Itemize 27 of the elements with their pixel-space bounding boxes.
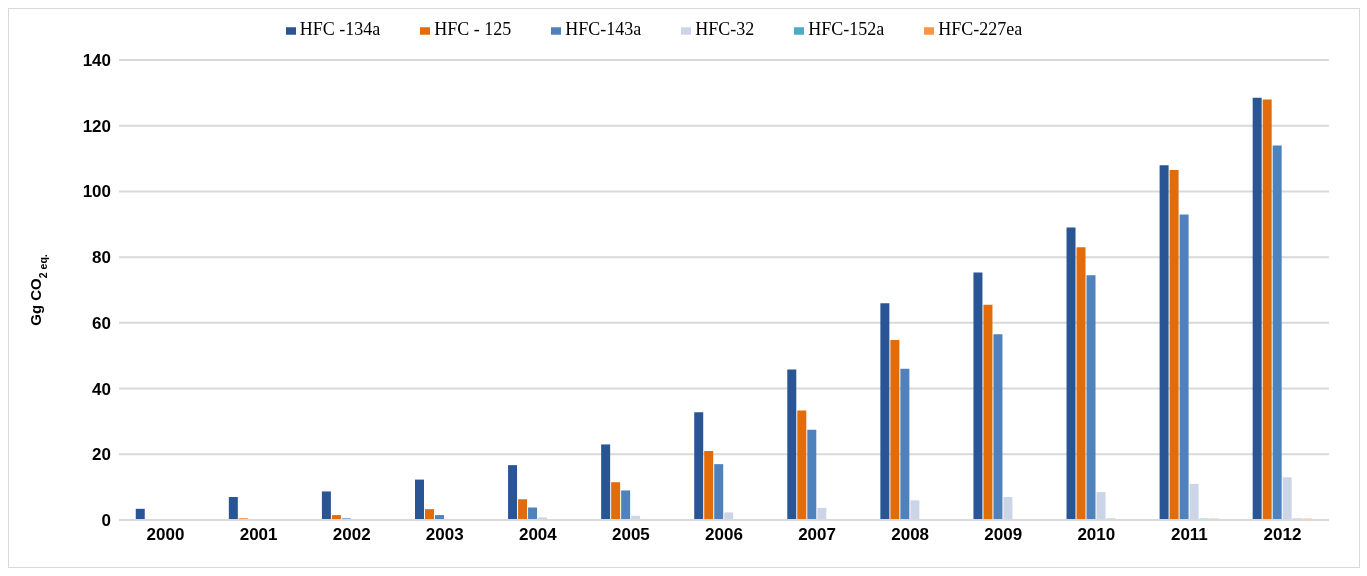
y-tick-label: 0 bbox=[101, 511, 111, 531]
y-tick-label: 60 bbox=[92, 313, 111, 333]
x-tick-label: 2002 bbox=[332, 525, 371, 545]
y-tick-label: 100 bbox=[82, 182, 111, 202]
x-tick-label: 2008 bbox=[891, 525, 930, 545]
y-tick-label: 20 bbox=[92, 445, 111, 465]
x-tick-label: 2012 bbox=[1263, 525, 1302, 545]
x-tick-label: 2007 bbox=[798, 525, 836, 545]
legend-label: HFC-152a bbox=[808, 19, 885, 39]
y-tick-label: 140 bbox=[82, 51, 111, 71]
legend-label: HFC-227ea bbox=[938, 19, 1023, 39]
y-tick-label: 120 bbox=[82, 116, 111, 136]
legend-label: HFC-32 bbox=[695, 19, 755, 39]
x-tick-label: 2011 bbox=[1170, 525, 1208, 545]
y-tick-label: 80 bbox=[92, 248, 111, 268]
x-tick-label: 2010 bbox=[1077, 525, 1116, 545]
x-tick-label: 2006 bbox=[705, 525, 743, 545]
x-tick-label: 2000 bbox=[146, 525, 185, 545]
x-tick-label: 2003 bbox=[425, 525, 464, 545]
legend-label: HFC-143a bbox=[565, 19, 642, 39]
x-tick-label: 2009 bbox=[984, 525, 1023, 545]
x-tick-label: 2005 bbox=[612, 525, 650, 545]
x-tick-label: 2001 bbox=[239, 525, 278, 545]
x-tick-label: 2004 bbox=[518, 525, 558, 545]
legend-label: HFC - 125 bbox=[434, 19, 512, 39]
legend-label: HFC -134a bbox=[299, 19, 381, 39]
y-tick-label: 40 bbox=[92, 379, 111, 399]
